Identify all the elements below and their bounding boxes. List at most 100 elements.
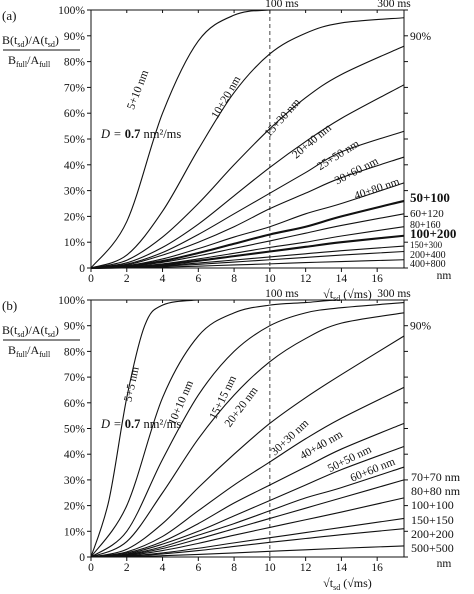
series-line-5-5-nm bbox=[90, 299, 404, 558]
right-tick-label: 90% bbox=[410, 31, 432, 43]
y-axis-label-denominator: Bfull/Afull bbox=[8, 343, 51, 359]
right-unit-label: nm bbox=[437, 270, 452, 282]
series-label-right: 100+200 bbox=[410, 226, 456, 241]
y-tick-label: 0 bbox=[79, 263, 85, 275]
y-tick-label: 80% bbox=[64, 346, 86, 358]
series-label-right: 200+200 bbox=[411, 527, 454, 541]
series-label-right: 150+150 bbox=[411, 513, 454, 527]
series-label: 10+20 nm bbox=[209, 74, 243, 121]
series-line-20-20-nm bbox=[90, 312, 405, 558]
y-tick-label: 20% bbox=[64, 501, 86, 513]
diffusivity-unit: nm²/ms bbox=[140, 417, 181, 431]
y-tick-label: 80% bbox=[64, 57, 86, 69]
chart-panel-1: 0 10% 20% 30% 40% 50% 60% 70% 80% 90% 100% 0 2 4 6 8 10 1… bbox=[2, 0, 456, 303]
right-unit-label: nm bbox=[437, 558, 452, 570]
x-tick-label: 12 bbox=[300, 273, 312, 285]
diffusivity-annotation: D = 0.7 nm²/ms bbox=[100, 417, 181, 431]
series-line-25-50-nm bbox=[90, 130, 405, 269]
label-subscript: full bbox=[39, 350, 51, 359]
label-part: )/A(t bbox=[24, 323, 48, 337]
label-part: √t bbox=[323, 576, 334, 590]
diffusivity-unit: nm²/ms bbox=[140, 127, 181, 141]
series-label-right: 50+100 bbox=[410, 190, 450, 205]
series-line-30-60-nm bbox=[90, 156, 405, 269]
label-subscript: sd bbox=[48, 40, 55, 49]
y-tick-label: 30% bbox=[64, 186, 86, 198]
x-tick-label: 10 bbox=[264, 562, 276, 574]
diffusivity-value: 0.7 bbox=[125, 417, 141, 431]
label-part: ) bbox=[55, 33, 59, 47]
label-part: B bbox=[8, 343, 16, 357]
x-tick-label: 2 bbox=[124, 273, 130, 285]
y-tick-label: 10% bbox=[64, 526, 86, 538]
series-label-right: 60+120 bbox=[410, 208, 444, 220]
label-subscript: sd bbox=[48, 330, 55, 339]
x-tick-label: 16 bbox=[371, 562, 383, 574]
series-line-15-15-nm bbox=[90, 302, 405, 558]
label-part: /A bbox=[27, 343, 39, 357]
series-line-50-50-nm bbox=[90, 422, 405, 558]
label-subscript: sd bbox=[17, 330, 24, 339]
top-label-300ms: 300 ms bbox=[377, 0, 411, 10]
x-tick-label: 12 bbox=[300, 562, 312, 574]
x-tick-label: 6 bbox=[195, 273, 201, 285]
y-tick-label: 60% bbox=[64, 108, 86, 120]
series-line-30-30-nm bbox=[90, 335, 405, 558]
series-line-15-30-nm bbox=[90, 45, 405, 269]
label-subscript: full bbox=[16, 350, 28, 359]
series-line-60-60-nm bbox=[90, 445, 405, 558]
series-label: 5+5 nm bbox=[122, 366, 141, 403]
label-part: /A bbox=[27, 53, 39, 67]
y-tick-label: 70% bbox=[64, 82, 86, 94]
series-line-40-40-nm bbox=[90, 386, 405, 558]
y-tick-label: 100% bbox=[58, 5, 85, 17]
label-part: (√ms) bbox=[340, 287, 372, 301]
series-line-50-100 bbox=[90, 199, 405, 270]
chart-panel-2: 0 10% 20% 30% 40% 50% 60% 70% 80% 90% 100% 0 2 4 6 8 10 1… bbox=[2, 288, 461, 592]
x-tick-label: 0 bbox=[88, 562, 94, 574]
x-tick-label: 4 bbox=[160, 273, 166, 285]
label-subscript: sd bbox=[17, 40, 24, 49]
series-label: 15+30 nm bbox=[263, 96, 303, 139]
y-tick-label: 90% bbox=[64, 31, 86, 43]
diffusivity-value: 0.7 bbox=[125, 127, 141, 141]
series-label-right: 400+800 bbox=[410, 259, 446, 270]
x-tick-label: 0 bbox=[88, 273, 94, 285]
y-tick-label: 10% bbox=[64, 237, 86, 249]
x-tick-label: 14 bbox=[336, 273, 348, 285]
series-label: 5+10 nm bbox=[125, 68, 151, 111]
x-tick-label: 16 bbox=[371, 273, 383, 285]
y-tick-label: 40% bbox=[64, 449, 86, 461]
series-label: 40+80 nm bbox=[353, 176, 401, 203]
y-tick-label: 20% bbox=[64, 211, 86, 223]
series-line-70-70-nm bbox=[90, 466, 405, 558]
y-axis-label-numerator: B(tsd)/A(tsd) bbox=[2, 33, 59, 49]
panel-label: (a) bbox=[2, 8, 16, 23]
series-label-right: 500+500 bbox=[411, 541, 454, 555]
y-axis-label-numerator: B(tsd)/A(tsd) bbox=[2, 323, 59, 339]
y-tick-label: 90% bbox=[64, 321, 86, 333]
series-line-10-10-nm bbox=[90, 299, 404, 558]
label-part: )/A(t bbox=[24, 33, 48, 47]
label-part: B(t bbox=[2, 323, 18, 337]
label-part: ) bbox=[55, 323, 59, 337]
series-line-500-500 bbox=[90, 545, 405, 558]
series-label-right: 150+300 bbox=[410, 240, 443, 250]
series-line-10-20-nm bbox=[90, 17, 405, 269]
label-subscript: sd bbox=[333, 294, 340, 303]
label-part: B(t bbox=[2, 33, 18, 47]
series-label-right: 200+400 bbox=[410, 250, 446, 261]
top-label-100ms: 100 ms bbox=[265, 0, 299, 10]
diffusivity-annotation: D = 0.7 nm²/ms bbox=[100, 127, 181, 141]
diffusivity-symbol: D = bbox=[100, 417, 125, 431]
y-tick-label: 60% bbox=[64, 398, 86, 410]
series-line-20-40-nm bbox=[90, 84, 405, 269]
x-tick-label: 8 bbox=[231, 273, 237, 285]
top-label-300ms: 300 ms bbox=[377, 288, 411, 300]
top-label-100ms: 100 ms bbox=[265, 288, 299, 300]
x-tick-label: 14 bbox=[336, 562, 348, 574]
series-line-60-120 bbox=[90, 213, 405, 269]
label-part: B bbox=[8, 53, 16, 67]
x-axis-label: √tsd (√ms) bbox=[323, 287, 372, 303]
y-tick-label: 100% bbox=[58, 295, 85, 307]
